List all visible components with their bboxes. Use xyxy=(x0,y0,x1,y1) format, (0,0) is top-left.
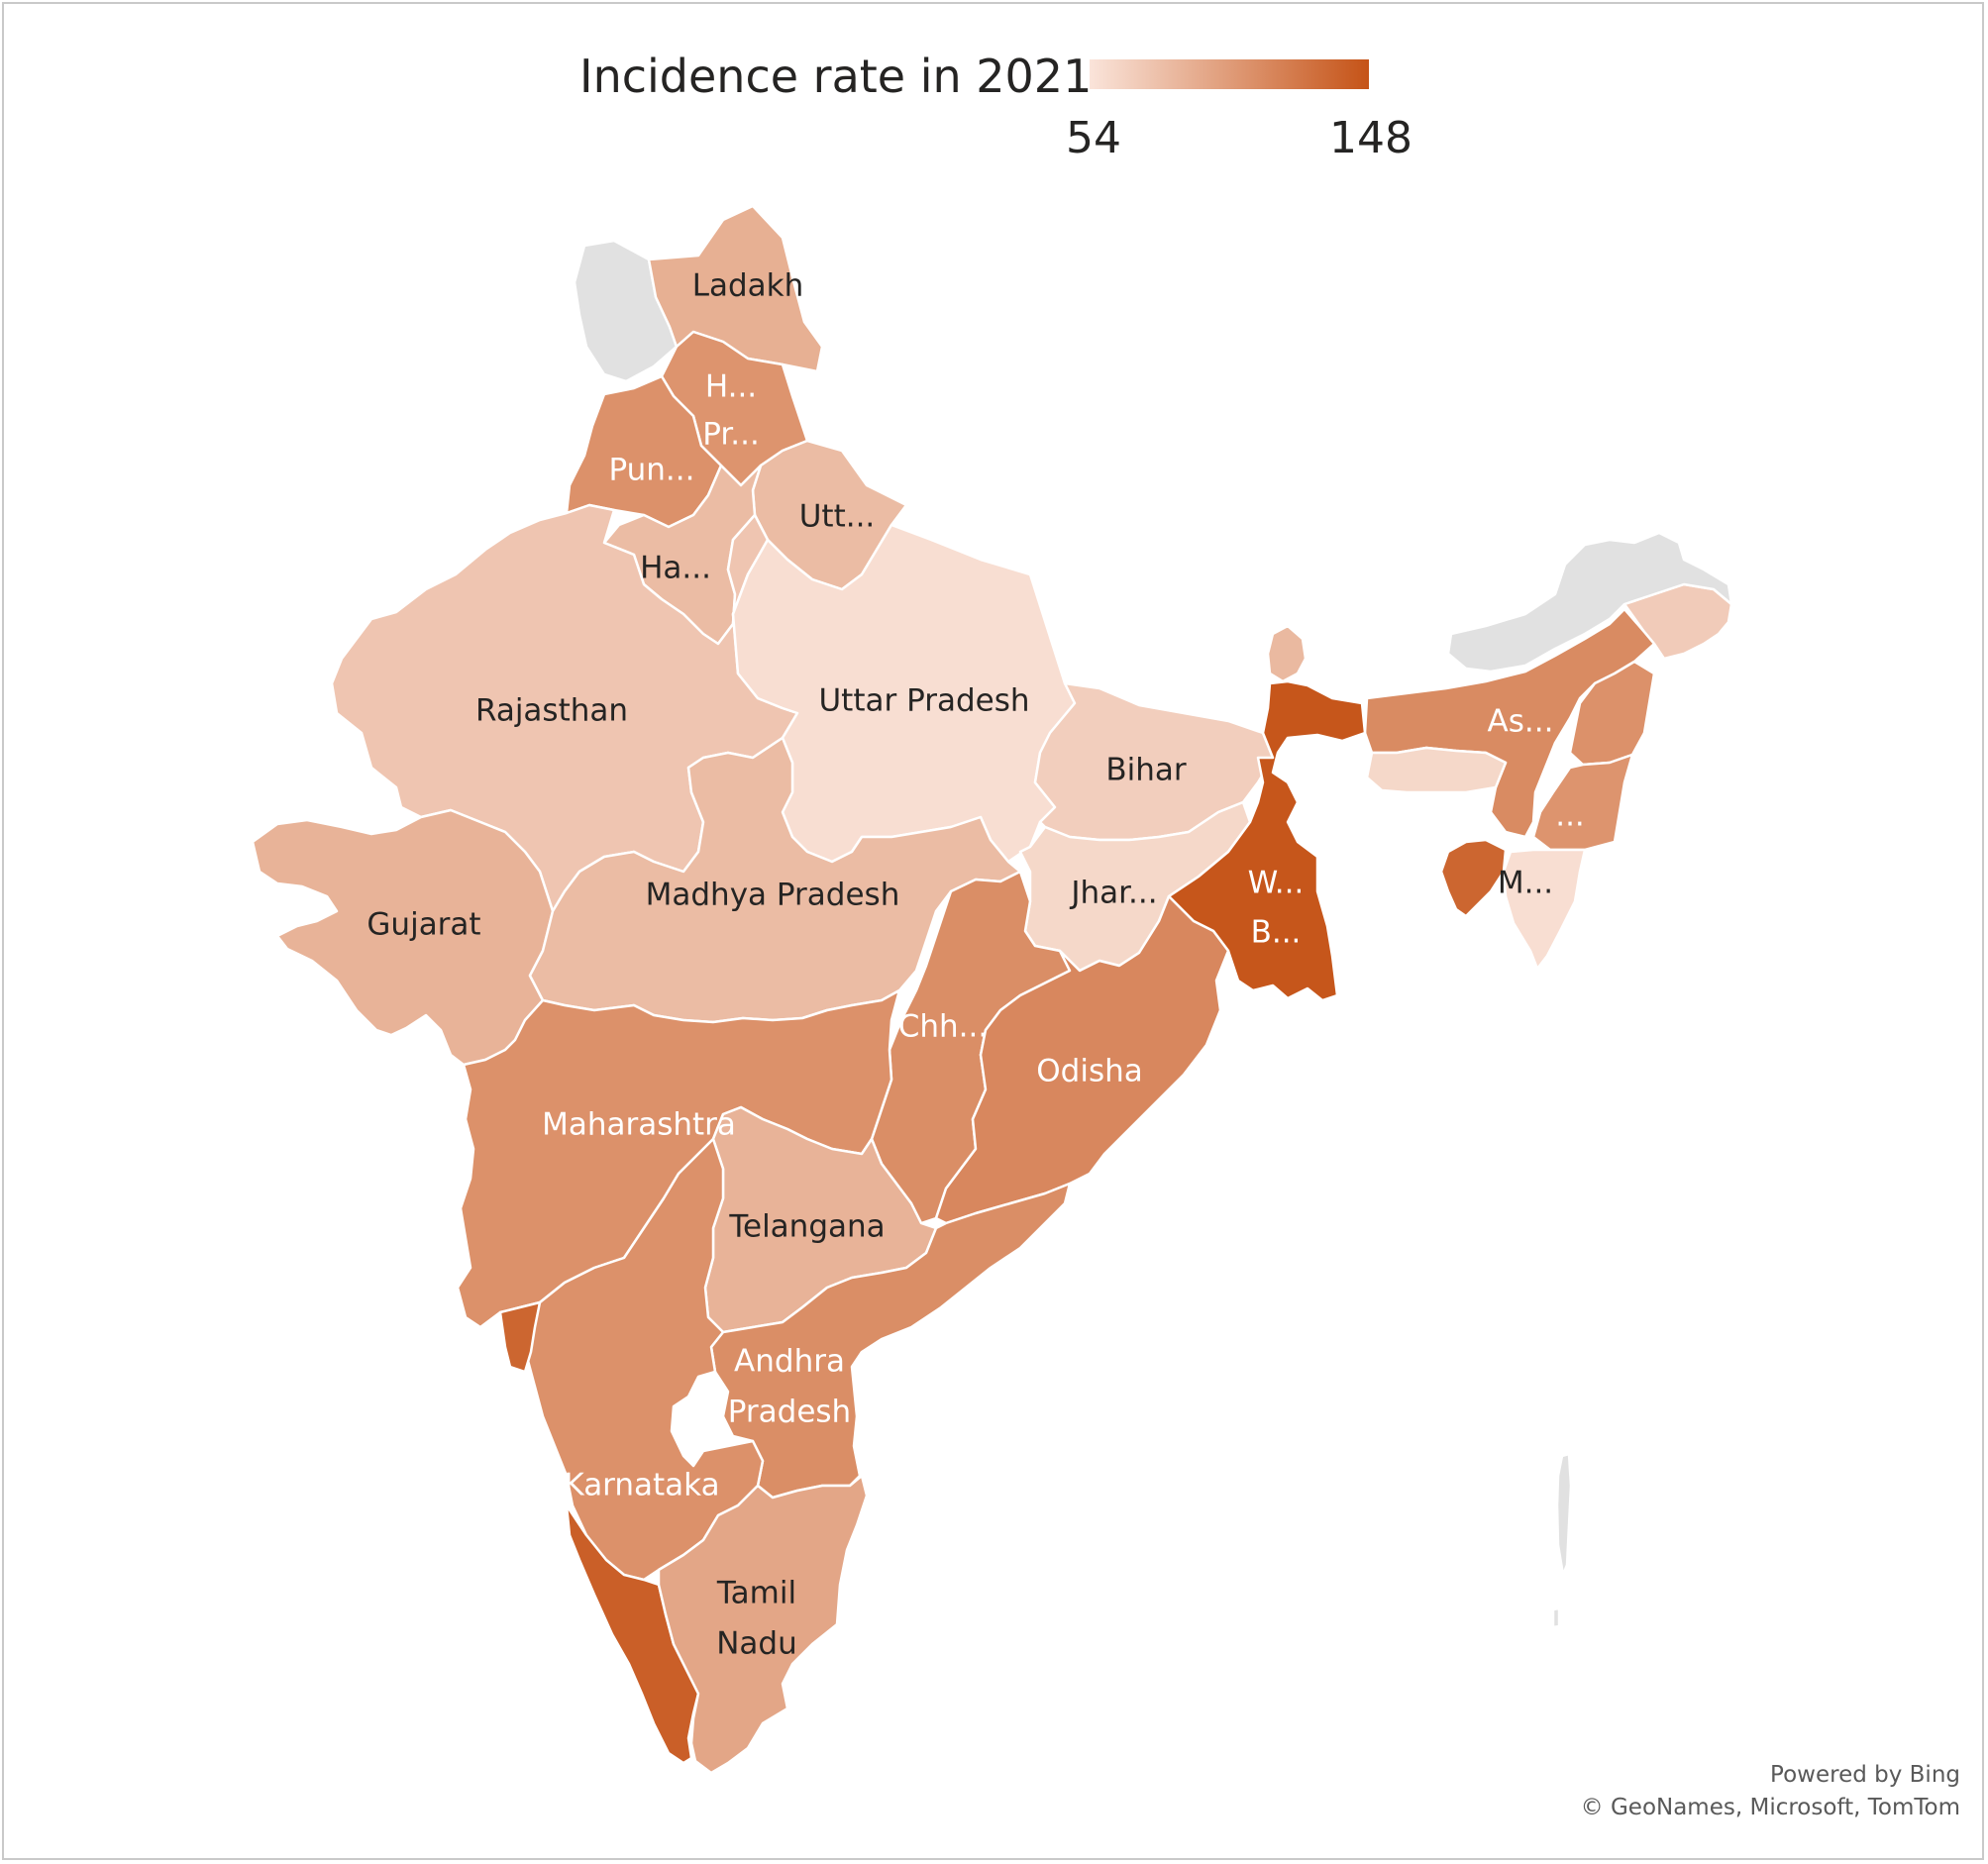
region-arunachal-nodata[interactable] xyxy=(1446,531,1733,673)
powered-by-bing: Powered by Bing xyxy=(1770,1762,1960,1788)
region-label-ladakh: Ladakh xyxy=(692,268,804,304)
region-label-punjab: Pun... xyxy=(608,453,694,488)
region-label-assam: As... xyxy=(1488,704,1554,740)
legend-title: Incidence rate in 2021 xyxy=(579,50,1093,103)
region-tamil-nadu[interactable] xyxy=(657,1474,869,1775)
region-label-maharashtra: Maharashtra xyxy=(542,1107,736,1143)
region-mizoram[interactable] xyxy=(1502,848,1587,971)
region-karnataka[interactable] xyxy=(513,1137,765,1582)
region-label-west-bengal-line2: B... xyxy=(1251,915,1302,951)
region-label-himachal-pradesh-line1: H... xyxy=(705,369,757,405)
region-label-haryana: Ha... xyxy=(640,551,711,586)
region-goa[interactable] xyxy=(498,1300,542,1374)
region-ladakh[interactable] xyxy=(647,204,824,373)
region-meghalaya[interactable] xyxy=(1365,746,1508,794)
legend-max-label: 148 xyxy=(1329,113,1413,163)
region-label-madhya-pradesh: Madhya Pradesh xyxy=(646,878,900,913)
region-label-tamil-nadu-line2: Nadu xyxy=(716,1626,797,1662)
region-label-karnataka: Karnataka xyxy=(564,1468,719,1503)
region-label-gujarat: Gujarat xyxy=(366,907,480,943)
region-label-jharkhand: Jhar... xyxy=(1069,876,1157,911)
region-label-west-bengal-line1: W... xyxy=(1248,866,1305,901)
region-labels: Ladakh H... Pr... Pun... Utt... Ha... Ra… xyxy=(366,268,1584,1662)
region-kerala[interactable] xyxy=(565,1503,700,1765)
region-label-himachal-pradesh-line2: Pr... xyxy=(702,417,760,453)
region-label-uttarakhand: Utt... xyxy=(799,499,876,535)
region-label-tamil-nadu-line1: Tamil xyxy=(716,1576,796,1611)
region-label-andhra-pradesh-line2: Pradesh xyxy=(728,1395,851,1430)
region-label-mizoram: M... xyxy=(1498,866,1553,901)
region-label-andhra-pradesh-line1: Andhra xyxy=(734,1344,845,1380)
legend-min-label: 54 xyxy=(1066,113,1121,163)
region-west-bengal[interactable] xyxy=(1167,679,1367,1002)
region-sikkim[interactable] xyxy=(1266,624,1308,683)
region-tripura[interactable] xyxy=(1439,838,1508,918)
region-label-telangana: Telangana xyxy=(728,1209,885,1245)
region-label-odisha: Odisha xyxy=(1036,1054,1143,1089)
region-label-manipur: ... xyxy=(1555,798,1585,834)
region-andaman-nicobar[interactable] xyxy=(1551,1452,1573,1629)
region-label-rajasthan: Rajasthan xyxy=(475,693,628,729)
region-manipur[interactable] xyxy=(1531,753,1634,852)
region-label-chhattisgarh: Chh... xyxy=(898,1009,989,1045)
legend-gradient-bar xyxy=(1090,59,1369,89)
region-label-bihar: Bihar xyxy=(1105,753,1187,788)
map-copyright: © GeoNames, Microsoft, TomTom xyxy=(1580,1795,1960,1820)
map-attribution: Powered by Bing © GeoNames, Microsoft, T… xyxy=(1581,1759,1960,1824)
region-label-uttar-pradesh: Uttar Pradesh xyxy=(818,683,1029,719)
region-odisha[interactable] xyxy=(934,894,1230,1225)
